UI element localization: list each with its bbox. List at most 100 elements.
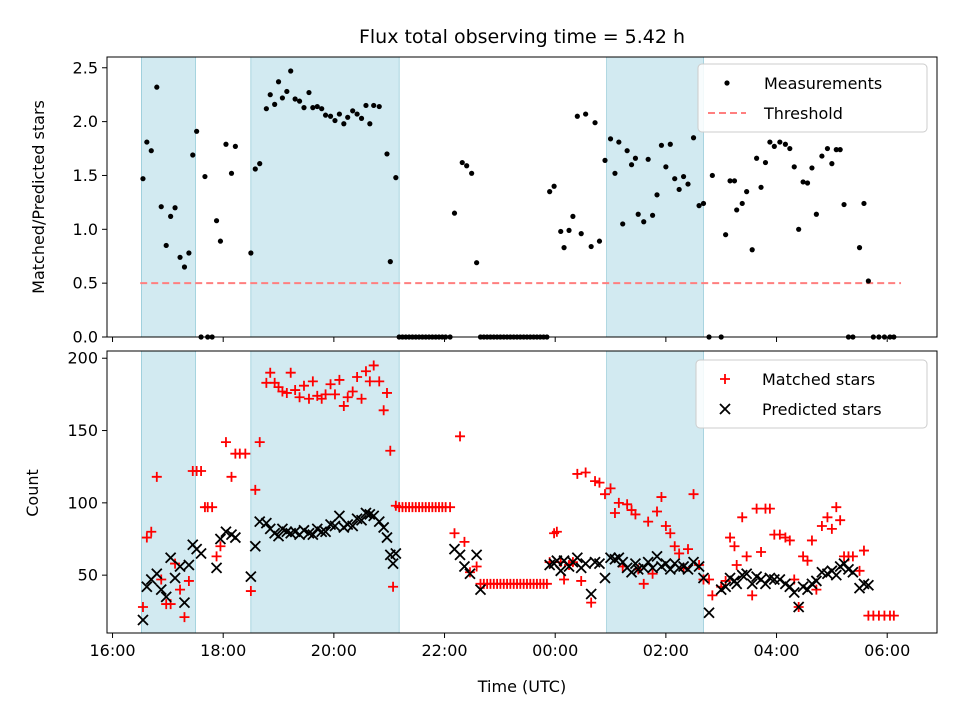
- data-point: [861, 200, 867, 207]
- data-point: [819, 153, 825, 159]
- data-point: [816, 520, 827, 531]
- data-point: [272, 101, 278, 107]
- data-point: [576, 575, 587, 586]
- data-point: [796, 226, 802, 232]
- data-point: [590, 476, 601, 487]
- data-point: [213, 218, 220, 224]
- data-point: [214, 533, 227, 545]
- data-point: [329, 520, 341, 532]
- data-point: [215, 541, 226, 552]
- data-point: [376, 103, 382, 110]
- data-point: [178, 596, 191, 609]
- data-point: [474, 583, 487, 596]
- data-point: [638, 578, 649, 589]
- data-point: [207, 502, 218, 513]
- data-point: [756, 547, 767, 558]
- data-point: [599, 572, 611, 584]
- legend: Measurements Threshold: [697, 63, 928, 133]
- legend-box: [697, 63, 928, 133]
- data-point: [250, 484, 261, 495]
- data-point: [459, 159, 465, 166]
- data-point: [558, 228, 564, 235]
- data-point: [378, 405, 389, 416]
- data-point: [254, 437, 265, 448]
- data-point: [746, 578, 758, 590]
- data-point: [570, 213, 576, 219]
- shaded-interval: [606, 56, 704, 338]
- data-point: [777, 139, 783, 145]
- data-point: [613, 497, 624, 508]
- data-point: [232, 143, 238, 149]
- data-point: [731, 560, 742, 571]
- x-tick-label: 00:00: [532, 641, 578, 660]
- data-point: [451, 210, 458, 216]
- data-point: [183, 559, 195, 571]
- legend-marker: [720, 374, 730, 384]
- shaded-interval: [606, 350, 704, 634]
- data-point: [168, 213, 174, 219]
- data-point: [663, 164, 669, 170]
- data-point: [739, 200, 745, 207]
- top-y-axis-label: Matched/Predicted stars: [29, 100, 48, 294]
- y-tick-label: 2.0: [73, 112, 98, 131]
- data-point: [155, 583, 167, 596]
- data-point: [609, 553, 621, 565]
- data-point: [455, 431, 466, 442]
- data-point: [723, 232, 729, 238]
- data-point: [320, 389, 331, 400]
- data-point: [561, 245, 567, 251]
- data-point: [285, 367, 296, 378]
- data-point: [767, 139, 773, 145]
- data-point: [260, 517, 272, 529]
- data-point: [696, 203, 702, 209]
- data-point: [741, 568, 753, 580]
- data-point: [284, 88, 290, 95]
- x-tick-label: 06:00: [864, 641, 910, 660]
- legend-label: Threshold: [763, 104, 843, 123]
- data-point: [347, 386, 358, 397]
- y-tick-label: 100: [67, 493, 98, 512]
- data-point: [759, 578, 772, 590]
- data-point: [393, 175, 399, 181]
- data-point: [791, 164, 797, 170]
- x-tick-label: 04:00: [753, 641, 799, 660]
- data-point: [856, 245, 863, 251]
- data-point: [325, 379, 336, 390]
- data-point: [252, 166, 258, 172]
- data-point: [826, 523, 837, 534]
- data-point: [263, 106, 269, 112]
- data-point: [729, 541, 740, 552]
- data-point: [555, 565, 567, 577]
- data-point: [310, 105, 316, 111]
- data-point: [630, 509, 641, 520]
- data-point: [824, 145, 831, 152]
- data-point: [652, 506, 663, 517]
- y-tick-label: 0.5: [73, 274, 98, 293]
- data-point: [322, 112, 329, 118]
- data-point: [174, 560, 186, 573]
- data-point: [822, 512, 833, 523]
- data-point: [734, 207, 740, 213]
- data-point: [454, 549, 466, 561]
- data-point: [588, 243, 594, 250]
- data-point: [458, 560, 471, 573]
- plot-frame: [106, 56, 938, 338]
- data-point: [674, 548, 685, 559]
- data-point: [719, 581, 732, 593]
- data-point: [275, 79, 282, 85]
- data-point: [183, 575, 194, 586]
- bottom-y-axis-label: Count: [23, 469, 42, 517]
- data-point: [210, 562, 223, 574]
- data-point: [602, 157, 608, 163]
- data-point: [693, 560, 705, 573]
- data-point: [190, 152, 196, 158]
- data-point: [660, 520, 671, 531]
- data-point: [464, 163, 470, 169]
- data-point: [288, 68, 294, 74]
- data-point: [635, 211, 641, 217]
- data-point: [364, 508, 376, 521]
- data-point: [579, 557, 592, 570]
- data-point: [847, 566, 859, 578]
- data-point: [683, 544, 693, 555]
- data-point: [332, 117, 338, 124]
